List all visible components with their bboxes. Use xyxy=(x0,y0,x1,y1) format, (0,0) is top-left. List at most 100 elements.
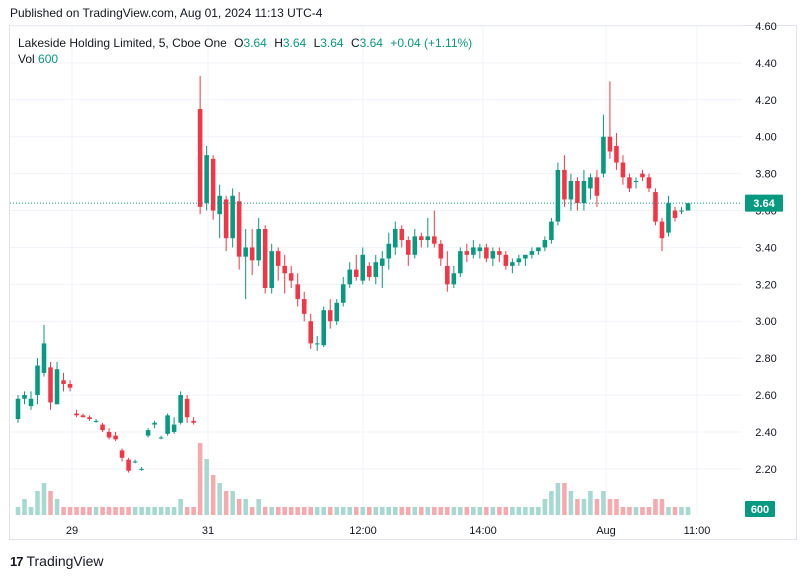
volume-bar xyxy=(445,507,450,515)
volume-bar xyxy=(620,507,626,515)
candle-body xyxy=(230,195,235,239)
volume-label: Vol xyxy=(18,52,35,66)
volume-bar xyxy=(581,499,587,515)
volume-bar xyxy=(653,499,658,515)
candle-body xyxy=(139,468,144,470)
volume-bar xyxy=(87,507,92,515)
candle xyxy=(132,459,138,464)
candle-body xyxy=(614,145,619,163)
candle-body xyxy=(204,155,209,204)
volume-bar xyxy=(165,507,170,515)
x-tick-label: 11:00 xyxy=(684,525,711,537)
candle-body xyxy=(87,417,92,420)
candle xyxy=(575,177,580,211)
candle xyxy=(627,173,632,193)
volume-bar xyxy=(126,507,131,515)
candle-body xyxy=(100,424,105,431)
candle xyxy=(379,251,385,289)
candle xyxy=(607,81,613,159)
volume-bar xyxy=(601,491,606,515)
candle-body xyxy=(321,310,327,346)
candle-body xyxy=(379,258,385,266)
candle-body xyxy=(594,177,600,196)
candle-body xyxy=(249,247,255,261)
candle xyxy=(262,225,268,294)
y-tick-label: 2.60 xyxy=(755,390,776,402)
volume-bar xyxy=(477,507,483,515)
volume-bar xyxy=(236,499,242,515)
candle xyxy=(243,228,248,300)
candle-body xyxy=(61,380,66,384)
volume-bar xyxy=(406,507,411,515)
candle-body xyxy=(236,201,242,257)
volume-bar xyxy=(373,507,379,515)
candle xyxy=(614,133,619,170)
candle xyxy=(601,114,606,178)
volume-bar xyxy=(61,507,66,515)
candle xyxy=(269,243,274,294)
candle xyxy=(152,420,157,429)
candle xyxy=(445,251,450,292)
candle xyxy=(438,240,444,266)
candle-body xyxy=(568,181,574,200)
candle xyxy=(633,177,639,189)
candle xyxy=(230,188,235,248)
symbol-title[interactable]: Lakeside Holding Limited, 5, Cboe One xyxy=(18,36,227,50)
candle xyxy=(425,217,431,248)
candle-body xyxy=(171,424,177,432)
volume-bar xyxy=(399,507,405,515)
volume-bar xyxy=(672,507,678,515)
volume-bar xyxy=(210,475,216,515)
candle-body xyxy=(549,221,554,241)
candle-body xyxy=(119,450,125,458)
candle-body xyxy=(458,251,463,274)
volume-bar xyxy=(119,507,125,515)
volume-bar xyxy=(106,507,112,515)
candle-body xyxy=(262,228,268,289)
candle xyxy=(100,422,105,432)
candle xyxy=(458,247,463,277)
candle xyxy=(412,228,418,259)
volume-bar xyxy=(393,507,398,515)
volume-bar xyxy=(347,507,353,515)
volume-bars xyxy=(15,443,691,515)
candle xyxy=(275,247,281,281)
candle-body xyxy=(210,158,216,211)
candle xyxy=(471,240,476,259)
volume-bar xyxy=(178,499,183,515)
candle-body xyxy=(523,254,528,259)
candle-body xyxy=(67,383,73,388)
volume-bar xyxy=(484,507,489,515)
candle xyxy=(15,395,21,423)
volume-bar xyxy=(640,507,645,515)
published-caption: Published on TradingView.com, Aug 01, 20… xyxy=(10,6,323,20)
candle xyxy=(646,173,652,193)
volume-bar xyxy=(542,499,548,515)
volume-bar xyxy=(204,459,209,515)
y-tick-label: 4.20 xyxy=(755,95,776,107)
candle xyxy=(28,391,34,410)
volume-bar xyxy=(282,507,287,515)
candle-body xyxy=(412,236,418,255)
candle xyxy=(477,243,483,259)
candle xyxy=(191,417,196,425)
candle-body xyxy=(451,273,457,285)
candle-body xyxy=(256,228,261,261)
candle-body xyxy=(28,398,34,407)
candle xyxy=(171,417,177,434)
y-tick-label: 4.60 xyxy=(755,21,776,33)
y-axis: 2.202.402.602.803.003.203.403.603.804.00… xyxy=(755,21,776,476)
candle-body xyxy=(471,247,476,255)
candle xyxy=(54,361,60,405)
low-label: L xyxy=(313,36,321,50)
candle xyxy=(497,247,502,263)
candle-body xyxy=(132,461,138,463)
candle-body xyxy=(353,269,359,277)
candle-body xyxy=(197,109,203,207)
volume-bar xyxy=(497,507,502,515)
volume-bar xyxy=(353,507,359,515)
candle xyxy=(562,155,567,207)
tradingview-logo[interactable]: 17 TradingView xyxy=(10,553,104,569)
candle-body xyxy=(510,262,515,266)
